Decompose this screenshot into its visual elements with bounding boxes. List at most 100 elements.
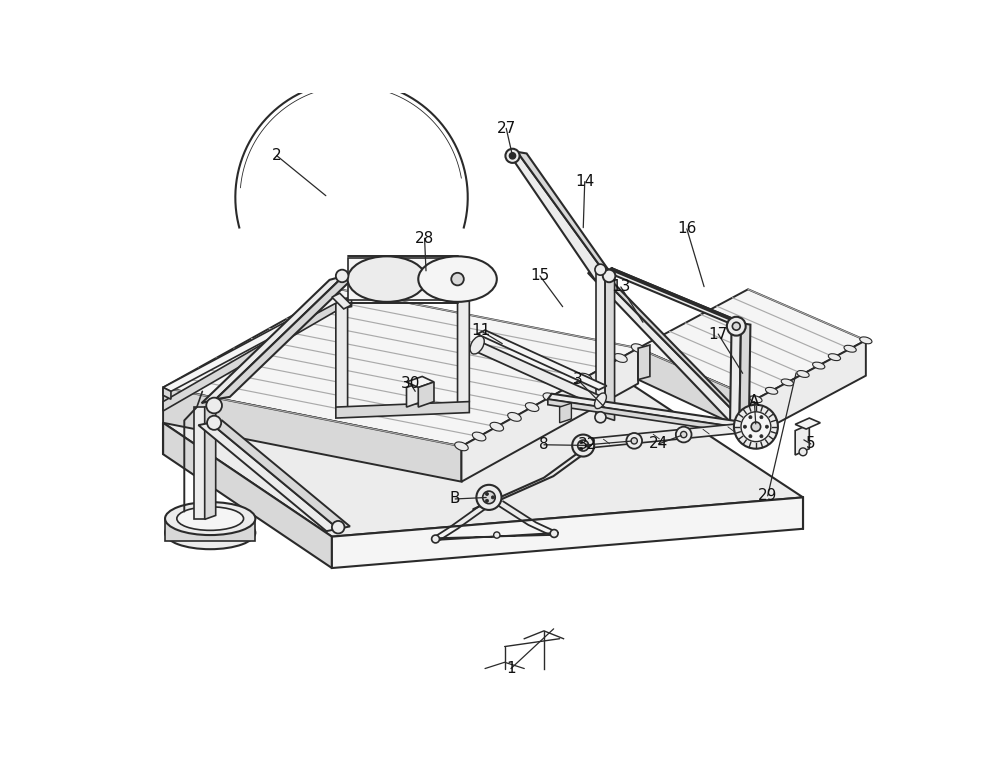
Ellipse shape	[525, 403, 539, 412]
Text: B: B	[450, 491, 460, 506]
Circle shape	[741, 412, 771, 442]
Polygon shape	[163, 299, 340, 411]
Polygon shape	[739, 323, 750, 427]
Ellipse shape	[543, 393, 557, 401]
Circle shape	[595, 264, 606, 275]
Ellipse shape	[490, 422, 504, 431]
Ellipse shape	[614, 353, 627, 363]
Polygon shape	[588, 273, 746, 429]
Text: 1: 1	[506, 661, 516, 676]
Circle shape	[550, 529, 558, 537]
Circle shape	[207, 415, 221, 430]
Polygon shape	[597, 273, 755, 429]
Circle shape	[676, 427, 692, 443]
Polygon shape	[508, 152, 604, 280]
Polygon shape	[202, 276, 344, 403]
Ellipse shape	[348, 257, 426, 302]
Circle shape	[485, 492, 489, 495]
Circle shape	[749, 415, 752, 419]
Polygon shape	[548, 399, 744, 434]
Ellipse shape	[177, 507, 244, 530]
Circle shape	[336, 270, 348, 282]
Circle shape	[751, 422, 761, 432]
Circle shape	[734, 405, 778, 449]
Polygon shape	[336, 299, 348, 410]
Polygon shape	[605, 268, 615, 420]
Polygon shape	[756, 340, 866, 435]
Circle shape	[765, 425, 768, 429]
Polygon shape	[332, 293, 352, 309]
Circle shape	[485, 499, 489, 502]
Polygon shape	[163, 388, 461, 482]
Polygon shape	[611, 268, 739, 323]
Circle shape	[206, 398, 222, 413]
Text: 17: 17	[709, 326, 728, 342]
Circle shape	[580, 447, 583, 450]
Text: 8: 8	[539, 437, 549, 453]
Ellipse shape	[418, 257, 497, 302]
Ellipse shape	[750, 396, 762, 403]
Polygon shape	[406, 377, 434, 388]
Text: 14: 14	[575, 174, 594, 189]
Polygon shape	[795, 418, 820, 429]
Text: 29: 29	[758, 488, 777, 503]
Polygon shape	[348, 258, 458, 300]
Polygon shape	[607, 268, 734, 323]
Text: 24: 24	[649, 436, 668, 452]
Polygon shape	[165, 518, 255, 541]
Ellipse shape	[813, 362, 825, 369]
Polygon shape	[340, 297, 352, 309]
Polygon shape	[638, 345, 650, 380]
Circle shape	[799, 448, 807, 456]
Circle shape	[451, 273, 464, 285]
Polygon shape	[198, 423, 338, 531]
Polygon shape	[216, 274, 358, 399]
Text: 16: 16	[677, 222, 697, 236]
Polygon shape	[582, 422, 756, 449]
Circle shape	[432, 535, 439, 543]
Text: 27: 27	[497, 121, 516, 136]
Polygon shape	[517, 152, 614, 277]
Polygon shape	[638, 348, 756, 435]
Ellipse shape	[472, 432, 486, 441]
Polygon shape	[406, 382, 422, 407]
Circle shape	[760, 415, 763, 419]
Polygon shape	[596, 268, 605, 417]
Circle shape	[595, 412, 606, 423]
Circle shape	[332, 521, 344, 533]
Polygon shape	[477, 330, 607, 390]
Polygon shape	[548, 394, 748, 429]
Circle shape	[483, 491, 495, 504]
Polygon shape	[461, 348, 638, 482]
Circle shape	[586, 444, 589, 447]
Circle shape	[572, 435, 594, 456]
Circle shape	[732, 322, 740, 330]
Polygon shape	[560, 403, 571, 423]
Circle shape	[681, 432, 687, 438]
Polygon shape	[332, 498, 803, 568]
Ellipse shape	[455, 442, 468, 451]
Text: 11: 11	[471, 323, 491, 339]
Circle shape	[603, 270, 615, 282]
Ellipse shape	[165, 502, 255, 535]
Ellipse shape	[595, 393, 606, 408]
Ellipse shape	[828, 353, 841, 360]
Circle shape	[760, 435, 763, 438]
Polygon shape	[163, 384, 803, 536]
Polygon shape	[418, 382, 434, 407]
Ellipse shape	[844, 346, 856, 352]
Circle shape	[491, 496, 494, 499]
Circle shape	[626, 433, 642, 449]
Polygon shape	[163, 388, 171, 399]
Ellipse shape	[578, 374, 592, 382]
Polygon shape	[163, 297, 340, 391]
Text: 2: 2	[272, 148, 282, 164]
Ellipse shape	[470, 336, 484, 354]
Polygon shape	[205, 403, 216, 519]
Ellipse shape	[765, 388, 778, 394]
Circle shape	[631, 438, 637, 444]
Text: 5: 5	[806, 436, 816, 452]
Ellipse shape	[561, 383, 574, 392]
Text: 30: 30	[401, 376, 420, 391]
Circle shape	[749, 435, 752, 438]
